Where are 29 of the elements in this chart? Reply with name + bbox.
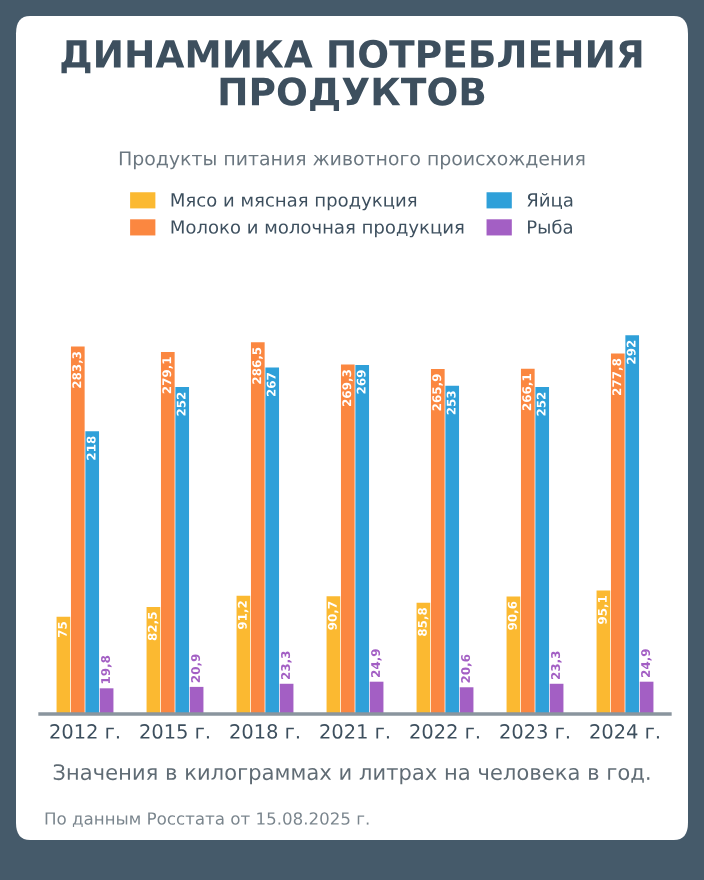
chart-subtitle: Продукты питания животного происхождения bbox=[119, 151, 585, 170]
bar bbox=[520, 368, 535, 714]
x-tick-label: 2024 г. bbox=[590, 724, 659, 739]
legend-label: Мясо и мясная продукция bbox=[171, 193, 417, 211]
x-tick-label: 2023 г. bbox=[500, 724, 569, 739]
x-tick-label: 2021 г. bbox=[320, 724, 389, 739]
bar bbox=[355, 364, 370, 714]
x-tick-label: 2018 г. bbox=[230, 724, 299, 739]
chart-title: ДИНАМИКА ПОТРЕБЛЕНИЯ ПРОДУКТОВ bbox=[61, 39, 642, 112]
text: Значения в килограммах и литрах на человека в год. bbox=[53, 764, 650, 785]
x-tick-label: 2022 г. bbox=[410, 724, 479, 739]
bar bbox=[430, 369, 445, 714]
text: По данным Росстата от 15.08.2025 г. bbox=[45, 812, 369, 827]
bar bbox=[625, 335, 640, 714]
bar bbox=[610, 353, 625, 714]
bar bbox=[175, 387, 190, 714]
bar bbox=[340, 364, 355, 714]
bar bbox=[535, 387, 550, 714]
bar bbox=[85, 431, 100, 714]
x-tick-label: 2012 г. bbox=[50, 724, 119, 739]
legend-label: Яйца bbox=[527, 192, 573, 210]
bar bbox=[250, 342, 265, 714]
bar bbox=[445, 385, 460, 714]
x-tick-label: 2015 г. bbox=[140, 724, 209, 739]
legend-label: Рыба bbox=[528, 219, 572, 234]
bar bbox=[160, 351, 175, 714]
legend-label: Молоко и молочная продукция bbox=[171, 220, 464, 238]
bar bbox=[265, 367, 280, 714]
bar bbox=[70, 346, 85, 714]
